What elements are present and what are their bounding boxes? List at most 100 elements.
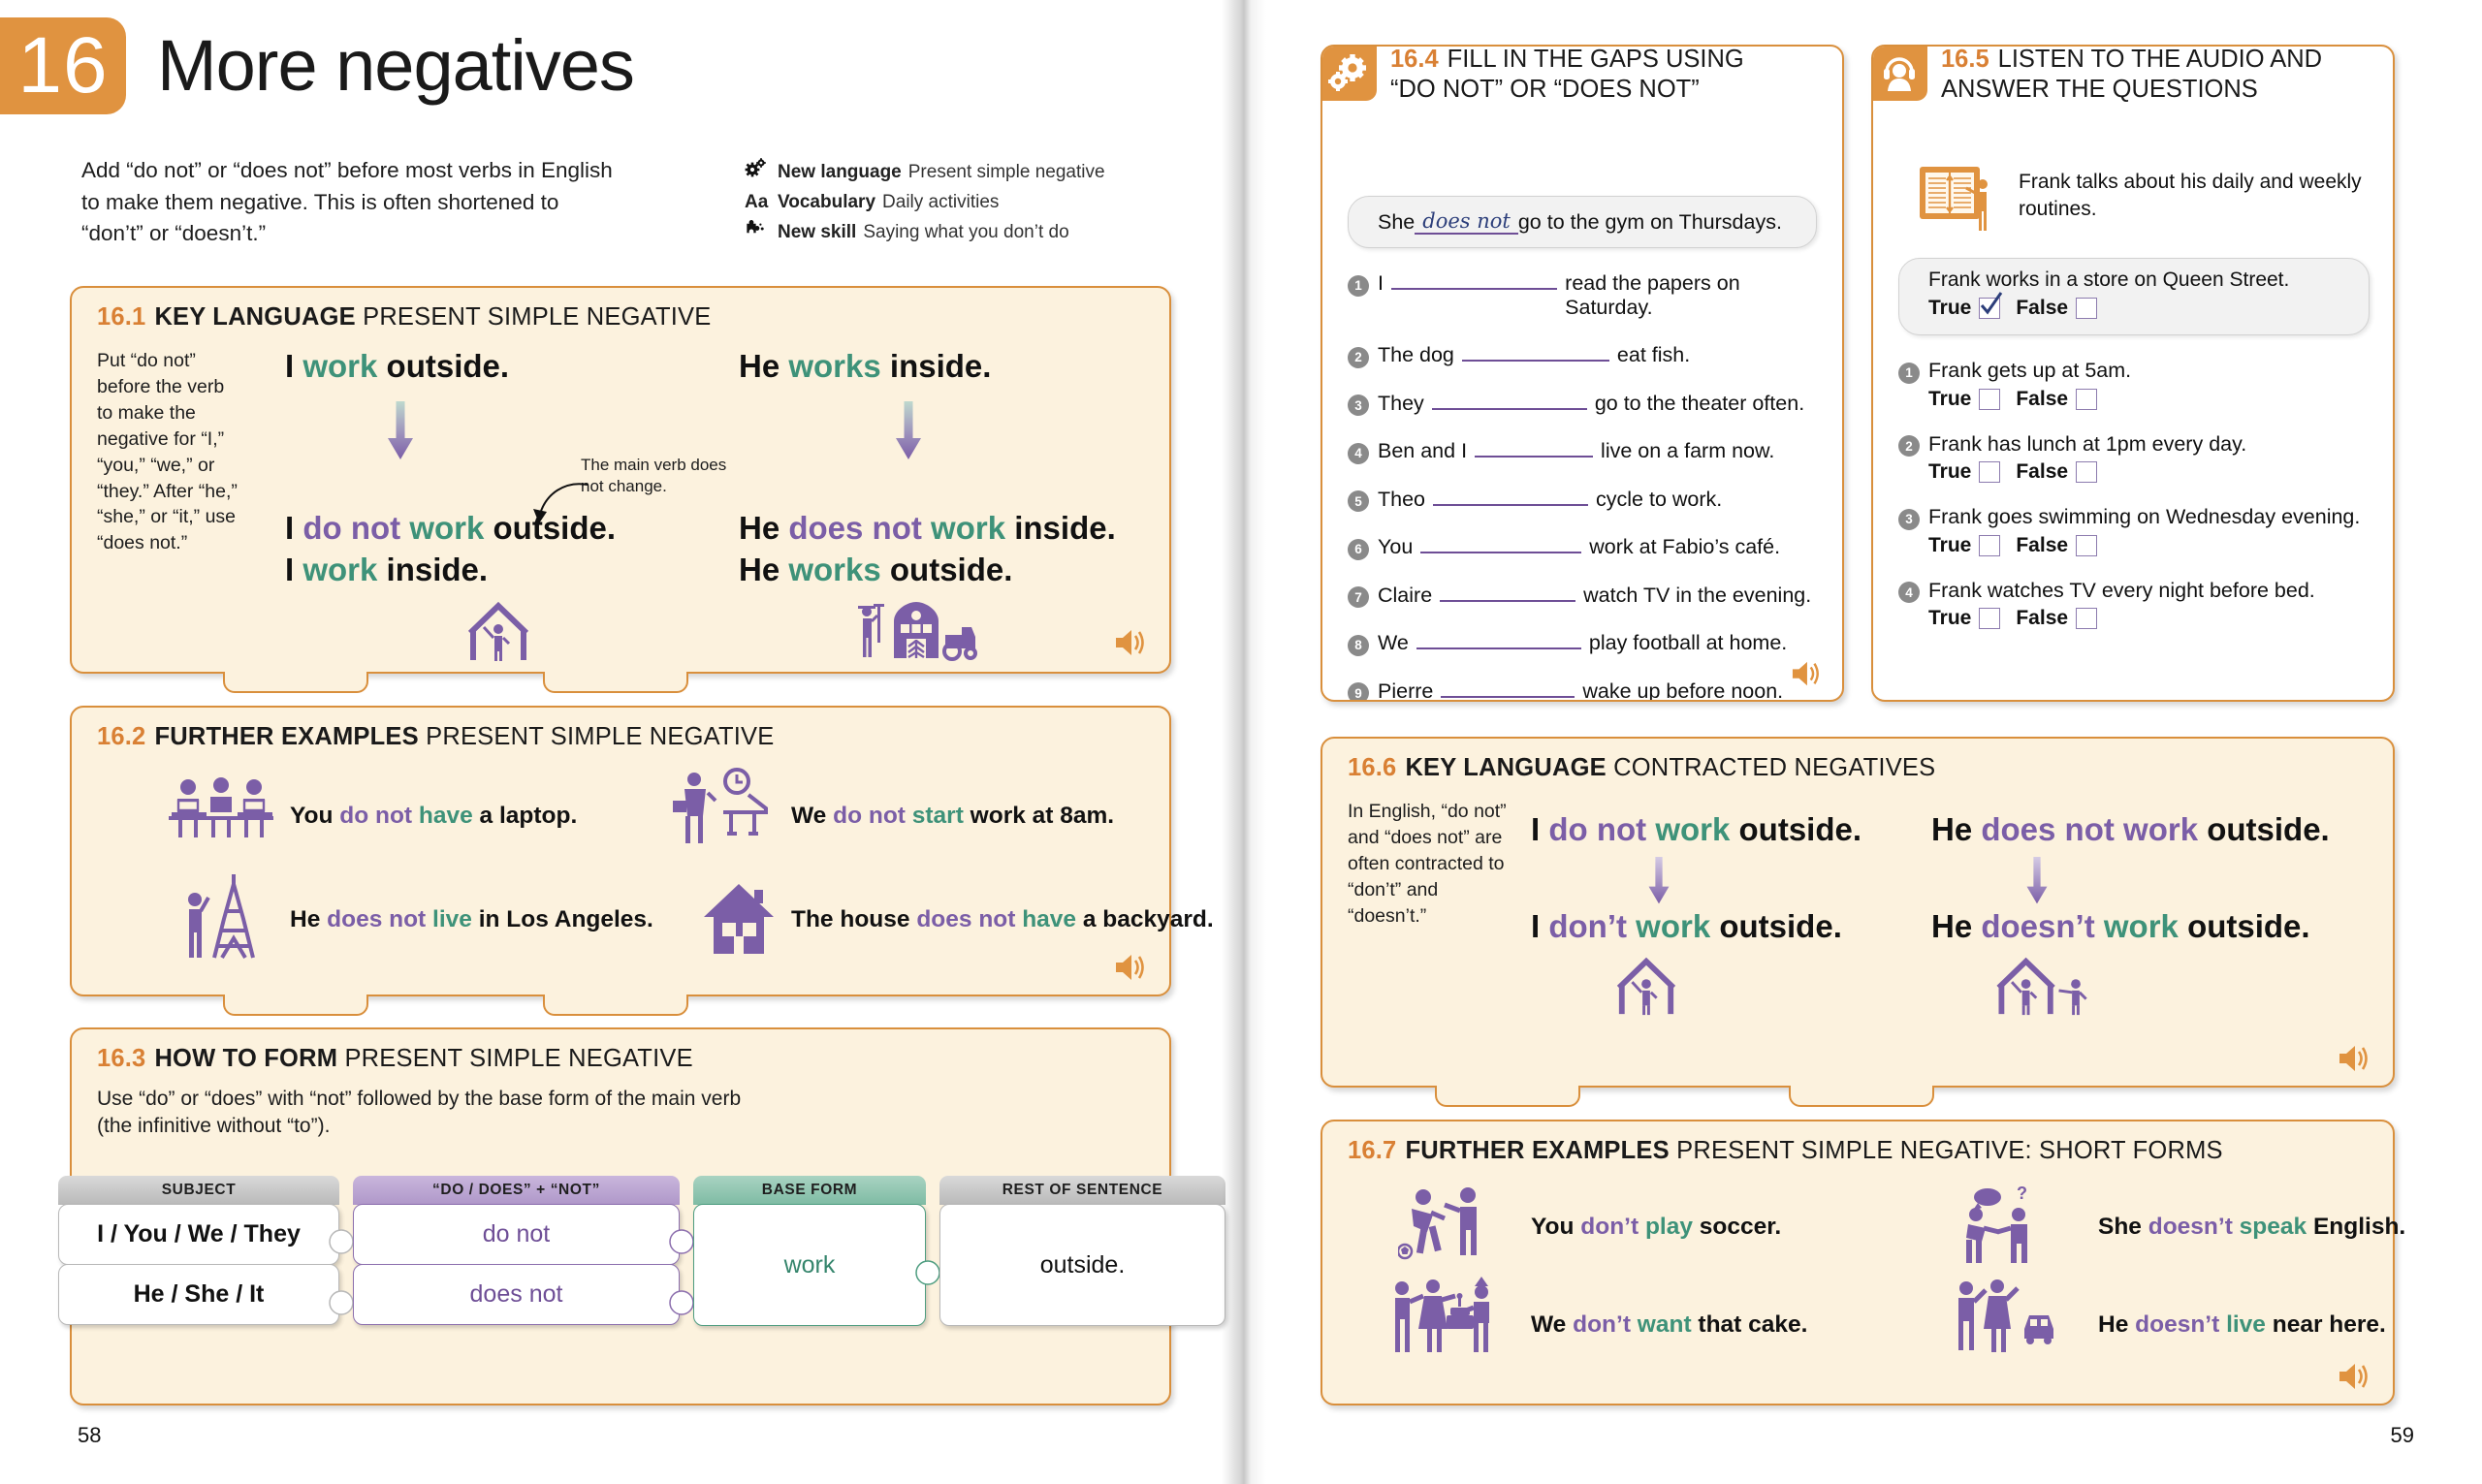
true-label: True <box>1928 297 1972 319</box>
item-blank[interactable] <box>1475 439 1594 458</box>
meta-label: Vocabulary <box>778 191 876 212</box>
puzzle-cell-subject-1: I / You / We / They <box>58 1204 339 1265</box>
contraction-arrow-down-icon-2 <box>2026 857 2048 904</box>
module-number: 16.2 <box>97 723 146 750</box>
speaker-icon[interactable] <box>1113 952 1148 983</box>
gears-icon <box>1328 54 1366 91</box>
sample-post: go to the gym on Thursdays. <box>1517 209 1782 234</box>
speaker-icon[interactable] <box>2337 1043 2371 1074</box>
item-post: cycle to work. <box>1596 487 1723 511</box>
tf-item-statement: 2 Frank has lunch at 1pm every day. <box>1898 432 2383 457</box>
panel-connector-tab-6 <box>1789 1086 1934 1107</box>
checkbox-true[interactable] <box>1979 608 2001 629</box>
item-post: go to the theater often. <box>1594 391 1805 415</box>
panel-connector-tab-3 <box>223 995 368 1016</box>
checkbox-true[interactable] <box>1979 534 2001 556</box>
module-title-line-1: LISTEN TO THE AUDIO AND <box>1997 46 2323 73</box>
gap-item-5[interactable]: 5 Theo cycle to work. <box>1348 487 1828 512</box>
checkbox-true[interactable] <box>1979 388 2001 410</box>
puzzle-table: SUBJECT I / You / We / They He / She / I… <box>58 1176 1225 1326</box>
sentence-contracted-i: I don’t work outside. <box>1531 908 1842 944</box>
module-title-line-1: FILL IN THE GAPS USING <box>1447 46 1744 73</box>
item-blank[interactable] <box>1433 488 1589 506</box>
module-number: 16.6 <box>1348 754 1397 781</box>
checkbox-true[interactable] <box>1979 461 2001 483</box>
checkbox-false[interactable] <box>2076 608 2098 629</box>
sample-answer-blank: does not <box>1415 209 1518 235</box>
headphones-person-icon <box>1884 57 1915 91</box>
gap-item-8[interactable]: 8 We play football at home. <box>1348 631 1828 656</box>
worker-clock-desk-icon <box>673 768 768 843</box>
page-number-left: 58 <box>78 1423 102 1447</box>
item-blank[interactable] <box>1390 271 1558 290</box>
unit-intro-text: Add “do not” or “does not” before most v… <box>81 158 613 246</box>
checkbox-false[interactable] <box>2076 461 2098 483</box>
meta-label: New language <box>778 162 902 182</box>
tf-item-options: True False <box>1928 460 2383 484</box>
gap-item-4[interactable]: 4 Ben and I live on a farm now. <box>1348 439 1828 464</box>
item-post: play football at home. <box>1588 631 1788 654</box>
module-16-2-title: 16.2 FURTHER EXAMPLES PRESENT SIMPLE NEGA… <box>97 723 774 751</box>
speaker-icon[interactable] <box>1790 659 1823 688</box>
sentence-full-negative-he: He does not work outside. <box>1931 811 2330 847</box>
item-blank[interactable] <box>1440 584 1576 602</box>
module-number: 16.3 <box>97 1045 146 1072</box>
gap-item-3[interactable]: 3 They go to the theater often. <box>1348 391 1828 416</box>
checkbox-false[interactable] <box>2076 388 2098 410</box>
item-number: 4 <box>1898 582 1920 603</box>
checkbox-true[interactable] <box>1979 292 2003 319</box>
sentence-affirmative-he: He works inside. <box>739 348 992 384</box>
module-number: 16.1 <box>97 303 146 331</box>
puzzle-cell-aux-2: does not <box>353 1264 680 1325</box>
sentence-affirmative-i: I work outside. <box>285 348 510 384</box>
tf-item-options: True False <box>1928 607 2383 630</box>
item-pre: We <box>1378 631 1409 654</box>
module-kind: KEY LANGUAGE <box>154 303 356 331</box>
item-blank[interactable] <box>1461 343 1609 362</box>
gap-item-7[interactable]: 7 Claire watch TV in the evening. <box>1348 584 1828 608</box>
item-post: eat fish. <box>1616 343 1691 366</box>
gap-item-2[interactable]: 2 The dog eat fish. <box>1348 343 1828 368</box>
example-sentence-2: We do not start work at 8am. <box>791 803 1115 829</box>
speaker-icon[interactable] <box>1113 627 1148 658</box>
module-number: 16.5 <box>1941 46 1989 73</box>
meta-value: Present simple negative <box>907 162 1105 182</box>
callout-arrow-icon <box>533 483 589 523</box>
meta-row-new-language: New language Present simple negative <box>745 158 1152 188</box>
sentence-negative-he: He does not work inside. <box>739 510 1116 546</box>
checkbox-false[interactable] <box>2076 298 2098 319</box>
module-16-1-callout: The main verb does not change. <box>581 456 727 495</box>
person-in-house-icon <box>467 601 529 661</box>
meta-row-vocabulary: Aa Vocabulary Daily activities <box>745 188 1152 218</box>
item-post: wake up before noon. <box>1582 679 1784 702</box>
module-16-5-header: 16.5 LISTEN TO THE AUDIO AND ANSWER THE Q… <box>1873 46 2393 104</box>
farmer-barn-tractor-icon <box>858 602 977 661</box>
gap-item-9[interactable]: 9 Pierre wake up before noon. <box>1348 679 1828 702</box>
item-blank[interactable] <box>1431 392 1587 410</box>
puzzle-column-base-form: BASE FORM work <box>693 1176 926 1326</box>
item-blank[interactable] <box>1420 535 1582 553</box>
panel-connector-tab-4 <box>543 995 688 1016</box>
module-rest: PRESENT SIMPLE NEGATIVE <box>344 1045 693 1072</box>
soccer-players-icon <box>1398 1187 1477 1260</box>
module-16-7-title: 16.7 FURTHER EXAMPLES PRESENT SIMPLE NEGA… <box>1348 1137 2223 1165</box>
module-16-4: 16.4 FILL IN THE GAPS USING “DO NOT” OR “… <box>1321 45 1844 702</box>
gap-item-1[interactable]: 1 I read the papers on Saturday. <box>1348 271 1828 320</box>
item-blank[interactable] <box>1441 679 1575 698</box>
item-text: Frank goes swimming on Wednesday evening… <box>1928 505 2361 528</box>
panel-connector-tab-1 <box>223 672 368 693</box>
checkbox-false[interactable] <box>2076 534 2098 556</box>
speaker-icon[interactable] <box>2337 1361 2371 1392</box>
module-16-4-sample: She does not go to the gym on Thursdays. <box>1348 196 1817 248</box>
gap-item-6[interactable]: 6 You work at Fabio’s café. <box>1348 535 1828 560</box>
item-pre: Ben and I <box>1378 439 1468 462</box>
item-post: read the papers on Saturday. <box>1565 271 1740 319</box>
sample-pre: She <box>1378 209 1416 234</box>
module-kind: FURTHER EXAMPLES <box>154 723 419 750</box>
module-16-2: 16.2 FURTHER EXAMPLES PRESENT SIMPLE NEGA… <box>70 706 1214 996</box>
puzzle-header-rest: REST OF SENTENCE <box>939 1176 1225 1205</box>
house-icon <box>704 884 774 954</box>
module-16-5-sample: Frank works in a store on Queen Street. … <box>1898 258 2370 335</box>
item-blank[interactable] <box>1416 631 1581 649</box>
module-16-5-title: 16.5 LISTEN TO THE AUDIO AND ANSWER THE Q… <box>1941 46 2323 104</box>
